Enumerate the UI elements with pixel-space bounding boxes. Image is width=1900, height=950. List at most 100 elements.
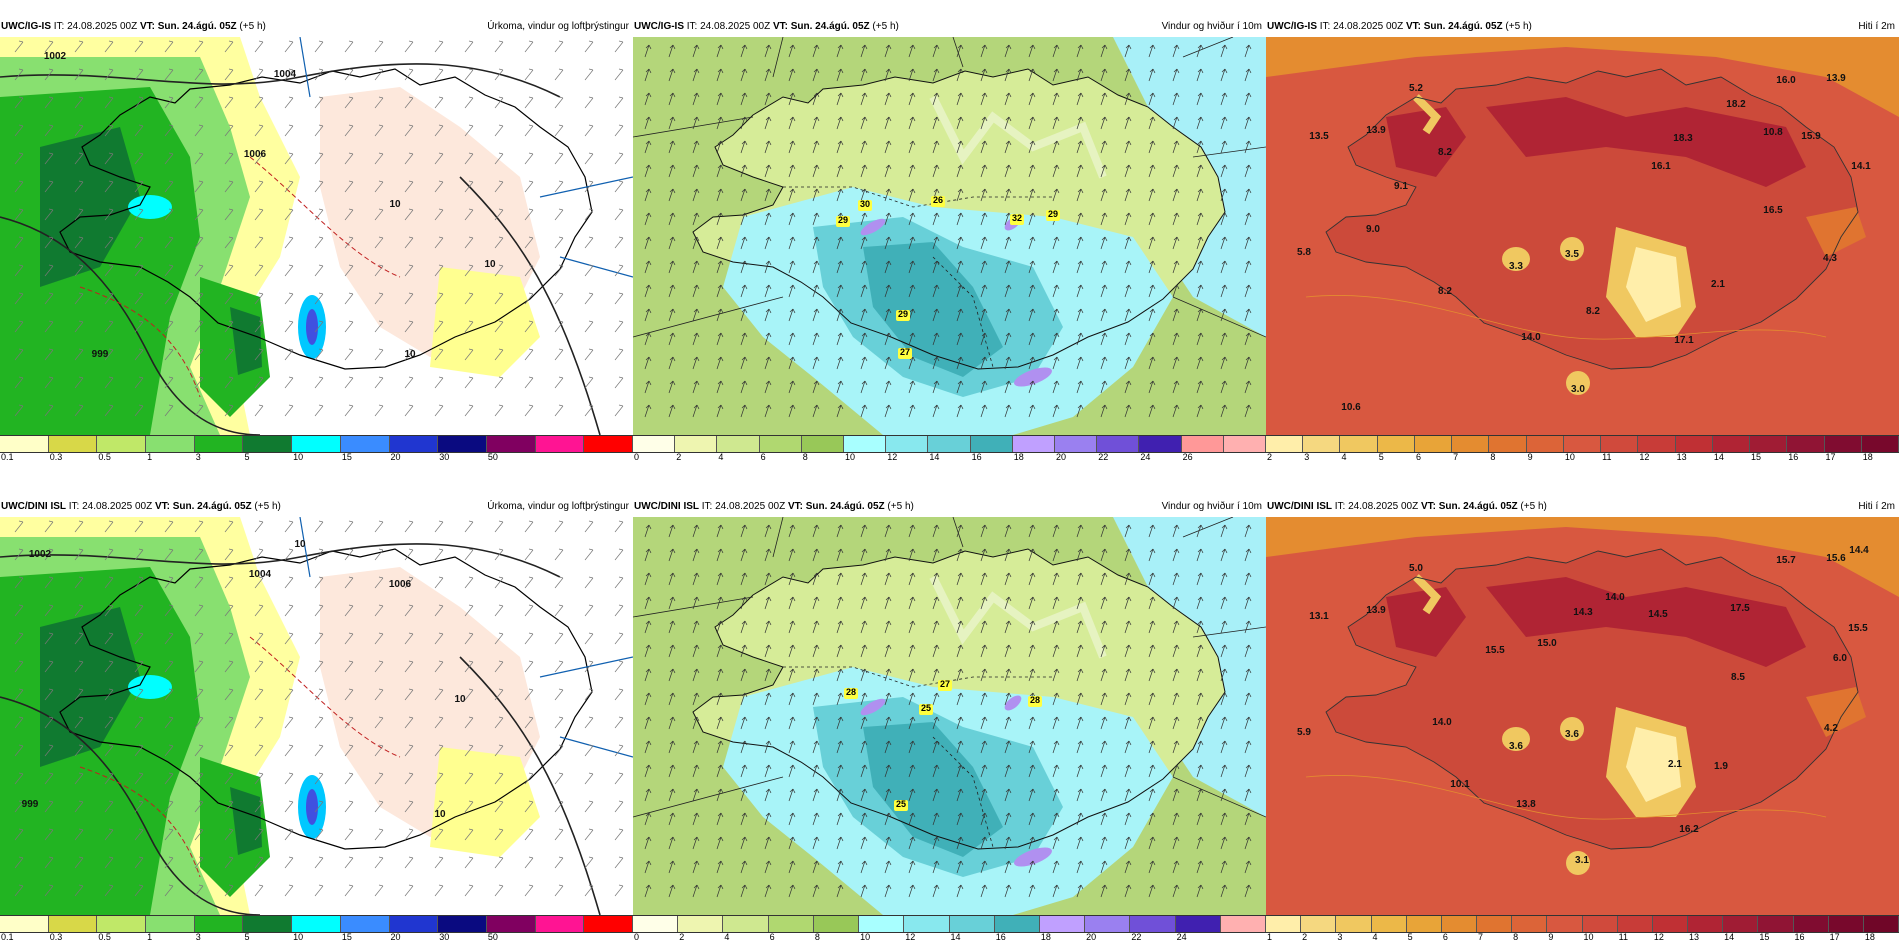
color-scale-tick: 16 — [1788, 452, 1799, 462]
temperature-label: 14.0 — [1605, 592, 1625, 603]
color-scale-swatch — [292, 916, 341, 932]
gust-label: 28 — [1030, 695, 1040, 705]
color-scale-tick: 18 — [1864, 932, 1875, 942]
color-scale-swatch — [1181, 436, 1224, 452]
color-scale-tick: 16 — [971, 452, 982, 462]
color-scale-tick: 20 — [390, 452, 401, 462]
temperature-label: 3.5 — [1565, 249, 1579, 260]
model-name: UWC/DINI ISL — [1, 501, 66, 512]
color-scale-swatch — [1477, 916, 1513, 932]
color-scale-tick: 15 — [1751, 452, 1762, 462]
color-scale-swatch — [1452, 436, 1490, 452]
map-area: 5.0 15.7 15.6 14.4 13.1 13.9 14.5 14.0 17.5 15.5 1… — [1266, 517, 1899, 915]
valid-time: VT: Sun. 24.ágú. 05Z — [1420, 501, 1518, 512]
temperature-label: 13.5 — [1309, 131, 1329, 142]
color-scale-swatch — [1097, 436, 1140, 452]
color-scale-tick: 10 — [293, 452, 304, 462]
temperature-label: 14.3 — [1573, 607, 1593, 618]
temperature-label: 8.2 — [1438, 147, 1452, 158]
color-scale-tick: 12 — [1639, 452, 1650, 462]
color-scale-tick: 2 — [1302, 932, 1308, 942]
color-scale-swatch — [1266, 436, 1304, 452]
color-scale-swatch — [389, 436, 439, 452]
valid-time: VT: Sun. 24.ágú. 05Z — [154, 501, 252, 512]
color-scale-swatch — [0, 436, 49, 452]
temperature-label: 14.1 — [1851, 161, 1871, 172]
temperature-label: 3.6 — [1565, 729, 1579, 740]
init-time: IT: 24.08.2025 00Z — [699, 501, 788, 512]
temperature-label: 15.6 — [1826, 553, 1846, 564]
color-scale-swatch — [1303, 436, 1341, 452]
color-scale-bar — [633, 435, 1267, 453]
color-scale-tick: 30 — [439, 452, 450, 462]
temperature-label: 14.0 — [1432, 717, 1452, 728]
temperature-label: 13.9 — [1366, 125, 1386, 136]
panel-title: Úrkoma, vindur og loftþrýstingur — [487, 21, 629, 32]
color-scale-ticks: 0.1 0.3 0.5 1 3 5 10 15 20 30 50 — [0, 932, 633, 944]
map-svg: 1004 1002 1006 999 10 10 10 — [0, 37, 633, 435]
temperature-label: 8.2 — [1586, 306, 1600, 317]
color-scale-swatch — [1266, 916, 1302, 932]
color-scale-swatch — [1220, 916, 1267, 932]
init-time: IT: 24.08.2025 00Z — [51, 21, 140, 32]
color-scale-tick: 14 — [1724, 932, 1735, 942]
color-scale-swatch — [243, 436, 293, 452]
color-scale-swatch — [1526, 436, 1564, 452]
map-svg: 28 27 25 28 25 — [633, 517, 1266, 915]
gust-label: 30 — [860, 199, 870, 209]
color-scale-swatch — [675, 436, 718, 452]
color-scale-tick: 22 — [1131, 932, 1142, 942]
color-scale-tick: 3 — [195, 452, 201, 462]
gust-label-bg — [858, 200, 872, 211]
color-scale-swatch — [1130, 916, 1176, 932]
color-scale-bar — [1266, 435, 1899, 453]
color-scale-tick: 6 — [1415, 452, 1421, 462]
color-scale-tick: 24 — [1176, 932, 1187, 942]
color-scale-swatch — [584, 436, 633, 452]
color-scale-tick: 11 — [1602, 452, 1612, 462]
color-scale-bar — [0, 915, 633, 933]
color-scale-tick: 3 — [1304, 452, 1310, 462]
color-scale-swatch — [1441, 916, 1478, 932]
color-scale-tick: 9 — [1548, 932, 1554, 942]
color-scale-tick: 4 — [718, 452, 724, 462]
color-scale-tick: 12 — [887, 452, 898, 462]
gust-label: 29 — [898, 309, 908, 319]
color-scale-ticks: 0 2 4 6 8 10 12 14 16 18 20 22 24 26 — [633, 452, 1266, 464]
color-scale-tick: 10 — [293, 932, 304, 942]
temperature-label: 2.1 — [1711, 279, 1725, 290]
color-scale-tick: 4 — [1341, 452, 1347, 462]
color-scale-swatch — [1750, 436, 1788, 452]
panel-header: UWC/IG-IS IT: 24.08.2025 00Z VT: Sun. 24… — [0, 18, 633, 35]
color-scale-tick: 6 — [1442, 932, 1448, 942]
gust-label: 27 — [940, 679, 950, 689]
color-scale-swatch — [146, 916, 195, 932]
temperature-label: 18.3 — [1673, 133, 1693, 144]
color-scale-swatch — [535, 436, 585, 452]
panel-header: UWC/IG-IS IT: 24.08.2025 00Z VT: Sun. 24… — [1266, 18, 1899, 35]
temperature-label: 15.5 — [1848, 623, 1868, 634]
color-scale-bar — [1266, 915, 1900, 933]
color-scale-swatch — [1489, 436, 1527, 452]
color-scale-swatch — [633, 916, 679, 932]
gust-label: 29 — [1048, 209, 1058, 219]
color-scale-swatch — [584, 916, 633, 932]
color-scale-tick: 20 — [1086, 932, 1097, 942]
color-scale-swatch — [970, 436, 1013, 452]
color-scale-tick: 8 — [1490, 452, 1496, 462]
color-scale-tick: 6 — [760, 452, 766, 462]
color-scale-swatch — [1863, 916, 1900, 932]
map-panel-wind: UWC/IG-IS IT: 24.08.2025 00Z VT: Sun. 24… — [633, 0, 1267, 468]
temperature-label: 16.2 — [1679, 824, 1699, 835]
color-scale-swatch — [801, 436, 845, 452]
temperature-label: 5.2 — [1409, 83, 1423, 94]
color-scale-swatch — [1139, 436, 1182, 452]
temperature-label: 13.9 — [1826, 73, 1846, 84]
panel-title: Vindur og hviður í 10m — [1161, 501, 1262, 512]
temperature-label: 8.5 — [1731, 672, 1745, 683]
gust-label: 25 — [921, 703, 931, 713]
color-scale-tick: 22 — [1098, 452, 1109, 462]
color-scale-swatch — [1012, 436, 1056, 452]
map-panel-precip: UWC/IG-IS IT: 24.08.2025 00Z VT: Sun. 24… — [0, 0, 633, 468]
color-scale-tick: 15 — [341, 452, 352, 462]
